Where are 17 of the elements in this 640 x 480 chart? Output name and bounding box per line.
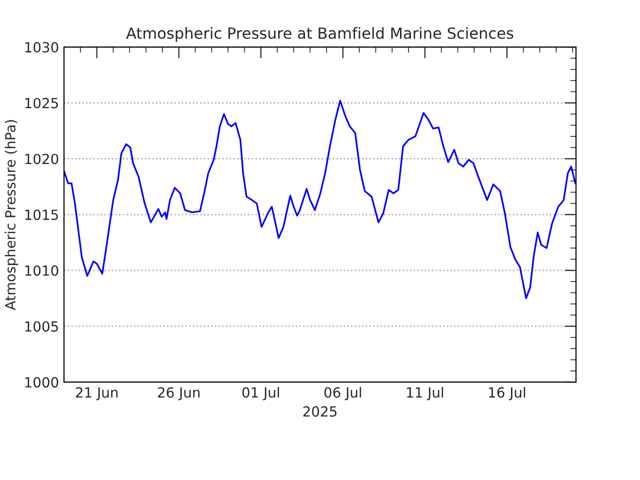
x-tick-label: 26 Jun bbox=[158, 387, 200, 400]
x-tick-label: 11 Jul bbox=[407, 386, 444, 400]
y-tick-label: 1015 bbox=[25, 210, 58, 220]
y-tick-label: 1000 bbox=[25, 377, 58, 388]
x-tick-label: 06 Jul bbox=[324, 386, 362, 400]
x-tick-label: 01 Jul bbox=[242, 386, 279, 400]
x-tick-label: 16 Jul bbox=[489, 386, 526, 400]
y-tick-label: 1025 bbox=[25, 98, 58, 108]
y-axis-title: Atmospheric Pressure (hPa) bbox=[4, 120, 18, 310]
line-series bbox=[64, 100, 576, 300]
y-tick-label: 1010 bbox=[25, 265, 58, 276]
y-tick-label: 1005 bbox=[25, 321, 58, 332]
x-tick-label: 21 Jun bbox=[76, 387, 118, 400]
x-axis-title: 2025 bbox=[303, 406, 336, 417]
chart-title: Atmospheric Pressure at Bamfield Marine Sciences bbox=[126, 27, 514, 42]
y-tick-label: 1030 bbox=[25, 42, 58, 53]
y-tick-label: 1020 bbox=[25, 154, 58, 164]
